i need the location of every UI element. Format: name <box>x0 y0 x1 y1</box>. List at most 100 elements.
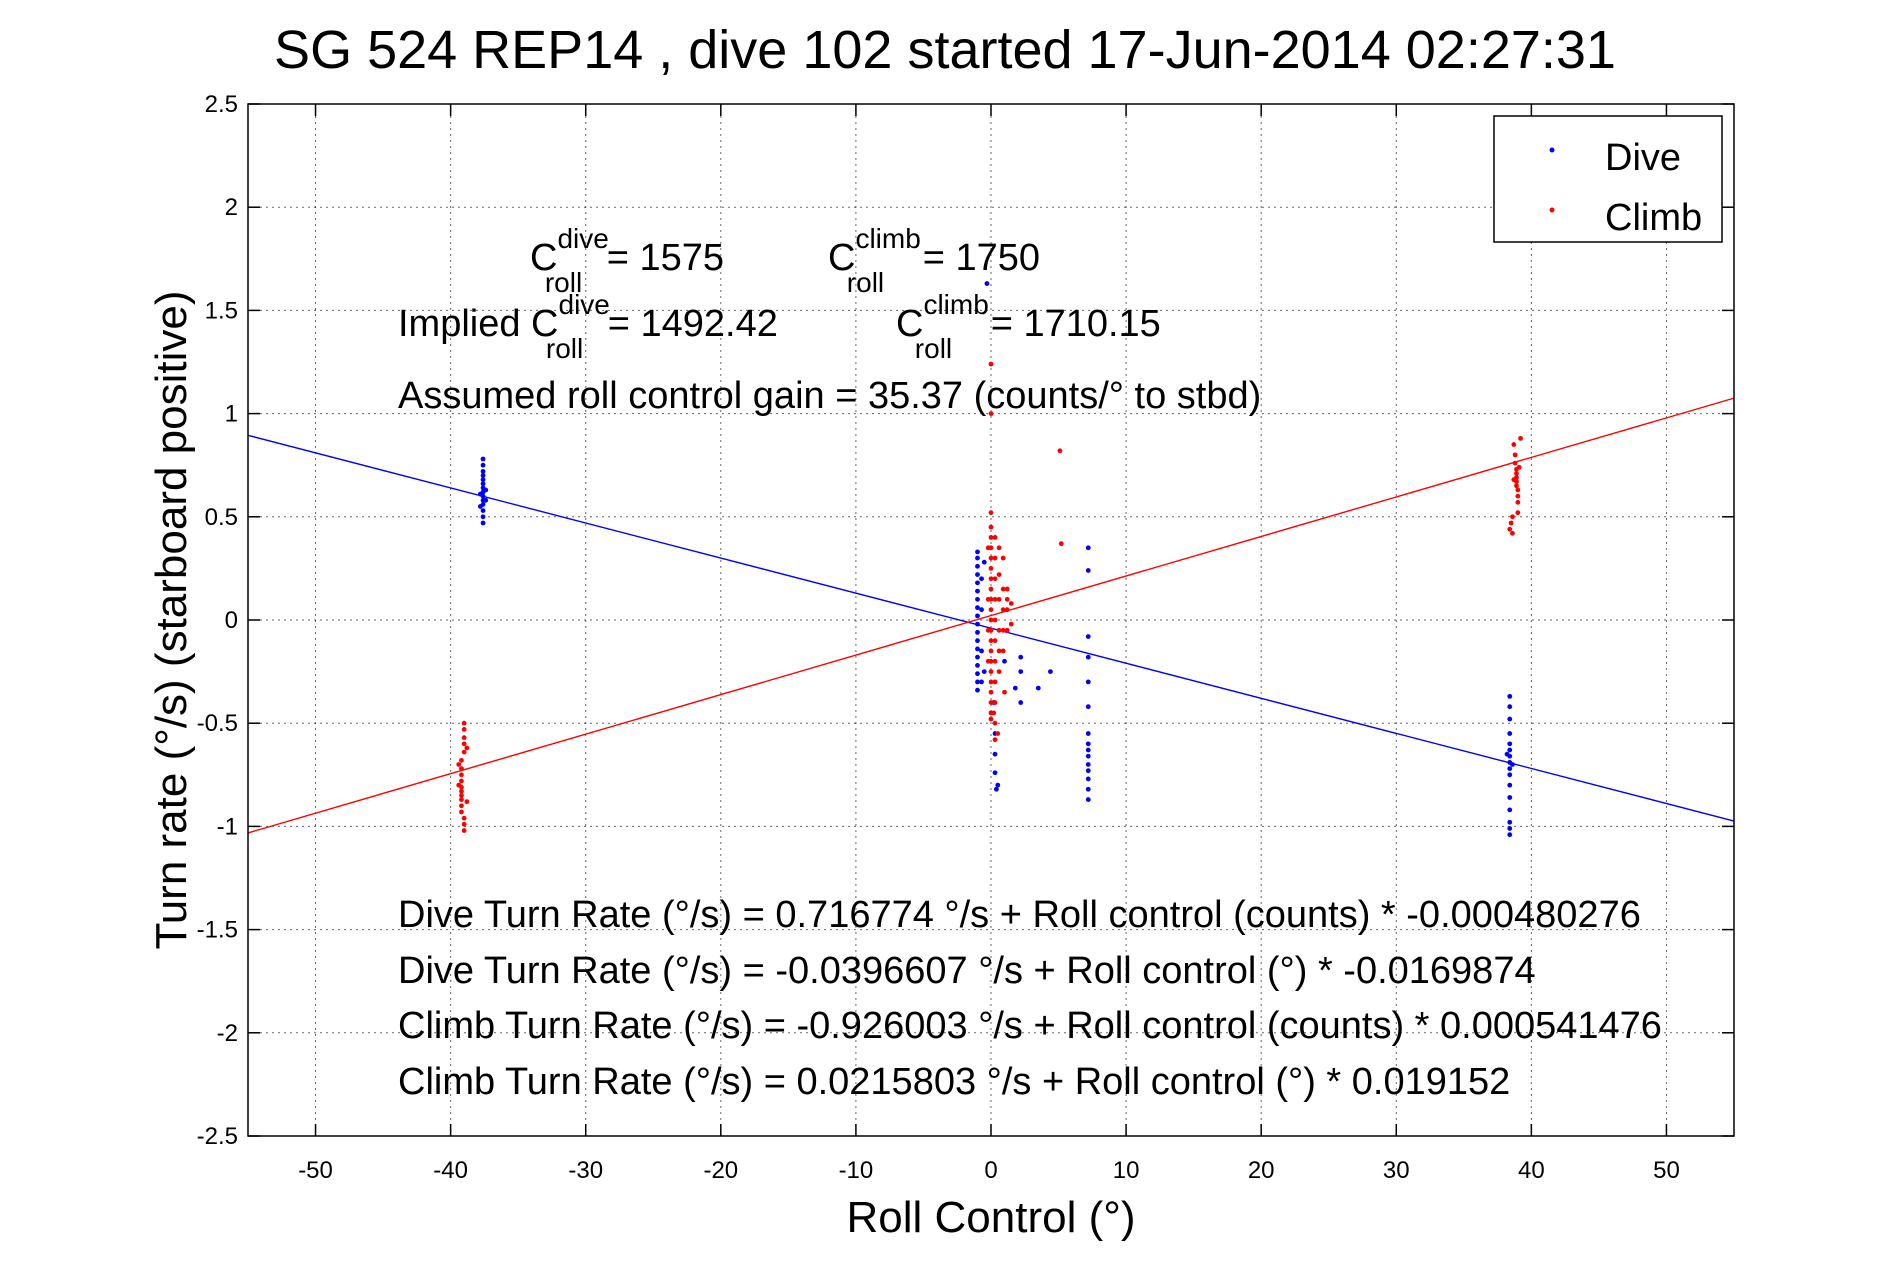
climb-point <box>1004 596 1010 602</box>
climb-series <box>456 361 1523 833</box>
dive-point <box>477 504 483 509</box>
climb-point <box>1058 541 1064 547</box>
y-tick-label: -2 <box>217 1020 238 1047</box>
dive-point <box>995 782 1001 788</box>
x-tick-label: 50 <box>1653 1157 1680 1184</box>
climb-point <box>996 669 1002 674</box>
x-tick-label: -20 <box>703 1157 738 1184</box>
x-tick-label: 0 <box>984 1157 997 1184</box>
dive-point <box>1085 704 1091 710</box>
data-points <box>456 281 1523 838</box>
climb-point <box>988 566 994 571</box>
climb-point <box>988 617 994 623</box>
climb-point <box>1515 487 1521 493</box>
climb-point <box>996 545 1002 551</box>
dive-point <box>1085 731 1091 736</box>
dive-point <box>975 687 980 693</box>
climb-point <box>1512 460 1518 466</box>
dive-point <box>1507 782 1513 788</box>
legend-box <box>1493 115 1723 243</box>
dive-point <box>1048 669 1053 674</box>
y-tick-label: 1 <box>225 401 238 428</box>
dive-point <box>1085 776 1091 782</box>
dive-point <box>975 638 980 644</box>
climb-point <box>459 809 464 815</box>
dive-point <box>1507 766 1513 772</box>
dive-point <box>480 514 486 520</box>
climb-equation-counts: Climb Turn Rate (°/s) = -0.926003 °/s + … <box>398 1005 1662 1047</box>
dive-point <box>1504 751 1510 757</box>
dive-point <box>975 605 980 611</box>
dive-point <box>975 613 980 619</box>
climb-point <box>1515 510 1521 516</box>
dive-point <box>1018 700 1024 705</box>
y-tick-label: -1 <box>217 813 238 840</box>
climb-point <box>996 648 1002 654</box>
climb-point <box>992 576 998 582</box>
c-dive-annotation: Cdive roll = 1575 <box>530 223 724 298</box>
dive-point <box>979 648 984 654</box>
climb-point <box>1507 526 1513 532</box>
climb-point <box>992 720 998 726</box>
y-tick-label: 0 <box>225 607 238 634</box>
dive-point <box>1507 772 1513 778</box>
dive-point <box>1507 832 1513 838</box>
x-tick-label: -10 <box>839 1157 874 1184</box>
climb-point <box>459 757 464 763</box>
dive-point <box>1507 693 1513 699</box>
climb-point <box>988 700 994 705</box>
dive-point <box>480 520 486 526</box>
x-tick-label: -40 <box>433 1157 468 1184</box>
dive-point <box>992 770 998 776</box>
climb-point <box>995 731 1001 736</box>
climb-point <box>991 710 997 716</box>
dive-point <box>975 621 980 627</box>
dive-point <box>1018 669 1024 674</box>
dive-point <box>1507 731 1513 736</box>
climb-point <box>1057 448 1063 454</box>
climb-point <box>1515 499 1521 505</box>
y-tick-label: -0.5 <box>197 710 238 737</box>
y-tick-label: 2 <box>225 194 238 221</box>
climb-point <box>461 735 467 741</box>
dive-point <box>975 629 980 635</box>
dive-point <box>480 477 486 483</box>
climb-point <box>459 788 464 794</box>
c-climb-annotation: Cclimb roll = 1750 <box>828 223 1040 298</box>
climb-point <box>988 638 994 644</box>
dive-point <box>480 456 486 462</box>
dive-point <box>992 751 998 757</box>
dive-point <box>975 654 980 660</box>
climb-point <box>1000 648 1006 654</box>
climb-point <box>459 778 464 784</box>
climb-point <box>988 555 994 561</box>
x-tick-label: 10 <box>1113 1157 1140 1184</box>
chart-title: SG 524 REP14 , dive 102 started 17-Jun-2… <box>274 20 1616 80</box>
climb-point <box>1002 689 1007 695</box>
dive-point <box>483 497 489 503</box>
x-tick-label: -50 <box>298 1157 333 1184</box>
dive-point <box>480 462 486 468</box>
implied-c-dive-annotation: Implied Cdive roll = 1492.42 <box>398 289 778 364</box>
dive-point <box>1012 685 1018 691</box>
climb-point <box>459 803 464 809</box>
dive-equation-counts: Dive Turn Rate (°/s) = 0.716774 °/s + Ro… <box>398 894 1641 936</box>
dive-point <box>1085 741 1091 747</box>
climb-point <box>459 772 464 778</box>
dive-point <box>1018 654 1024 660</box>
climb-point <box>1000 555 1006 561</box>
climb-point <box>461 749 467 755</box>
legend-climb-label: Climb <box>1605 197 1702 239</box>
dive-point <box>975 588 980 594</box>
climb-point <box>988 576 994 582</box>
legend-dive-label: Dive <box>1605 137 1681 179</box>
coefficient-annotations: Cdive roll = 1575 Cclimb roll = 1750 Impli… <box>398 223 1261 417</box>
dive-point <box>1085 768 1091 774</box>
climb-point <box>988 679 994 685</box>
dive-point <box>1507 747 1513 753</box>
climb-point <box>988 361 994 367</box>
legend: Dive Climb <box>1493 115 1723 243</box>
climb-point <box>988 411 994 416</box>
x-tick-label: 30 <box>1383 1157 1410 1184</box>
climb-point <box>1508 520 1514 526</box>
